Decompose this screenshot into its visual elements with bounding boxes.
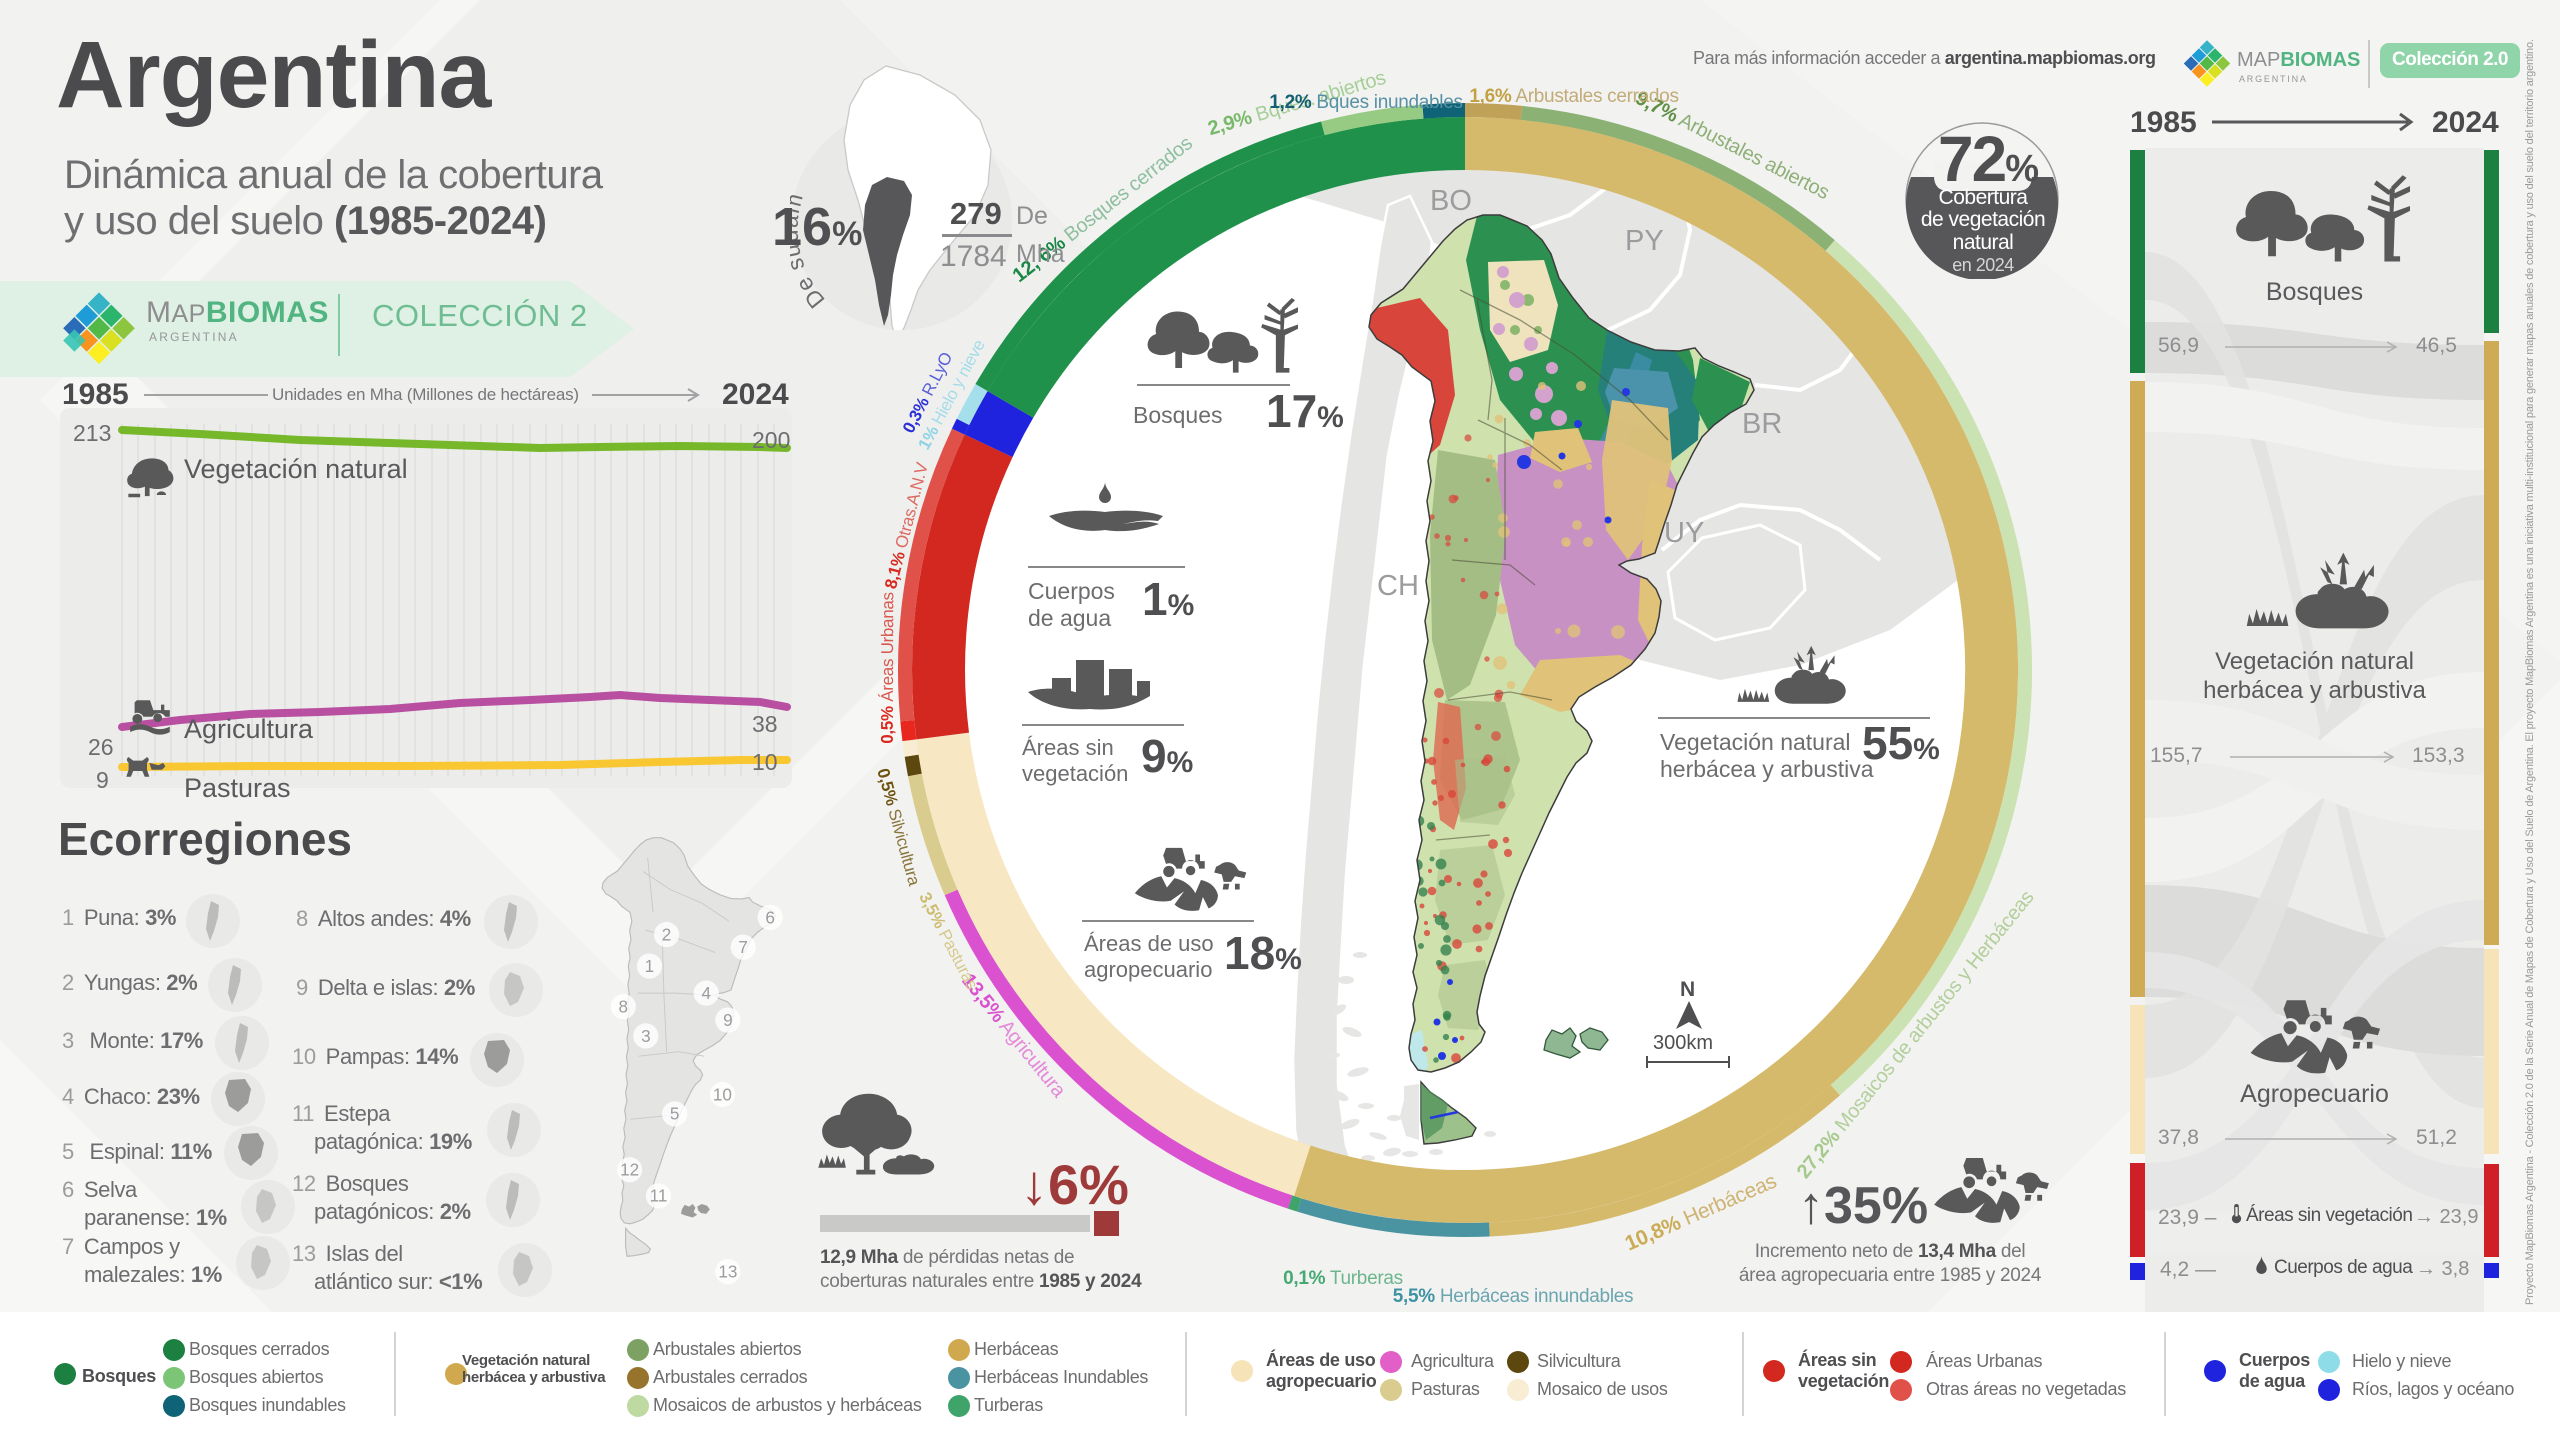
svg-text:200: 200 <box>752 427 790 453</box>
svg-text:CH: CH <box>1377 570 1419 602</box>
svg-text:13: 13 <box>718 1262 737 1281</box>
svg-text:26: 26 <box>88 734 114 760</box>
svg-text:PY: PY <box>1625 225 1664 257</box>
svg-text:5: 5 <box>670 1105 680 1124</box>
svg-text:10: 10 <box>713 1085 732 1104</box>
svg-text:8: 8 <box>619 997 629 1016</box>
svg-text:Pasturas: Pasturas <box>184 773 291 803</box>
svg-text:Agricultura: Agricultura <box>184 714 314 744</box>
svg-text:3: 3 <box>641 1027 651 1046</box>
svg-text:9: 9 <box>96 767 109 793</box>
svg-text:7: 7 <box>738 938 748 957</box>
svg-text:9: 9 <box>723 1011 733 1030</box>
svg-text:BO: BO <box>1430 185 1472 217</box>
svg-text:Vegetación natural: Vegetación natural <box>184 454 408 484</box>
svg-text:11: 11 <box>650 1187 668 1206</box>
svg-text:UY: UY <box>1664 517 1704 549</box>
svg-text:4: 4 <box>701 984 711 1003</box>
svg-text:10: 10 <box>752 749 778 775</box>
svg-text:2: 2 <box>662 925 672 944</box>
svg-text:6: 6 <box>765 908 775 927</box>
svg-text:12: 12 <box>620 1161 639 1180</box>
svg-text:213: 213 <box>73 420 111 446</box>
svg-text:BR: BR <box>1742 408 1782 440</box>
svg-text:38: 38 <box>752 711 778 737</box>
svg-text:1: 1 <box>645 957 655 976</box>
